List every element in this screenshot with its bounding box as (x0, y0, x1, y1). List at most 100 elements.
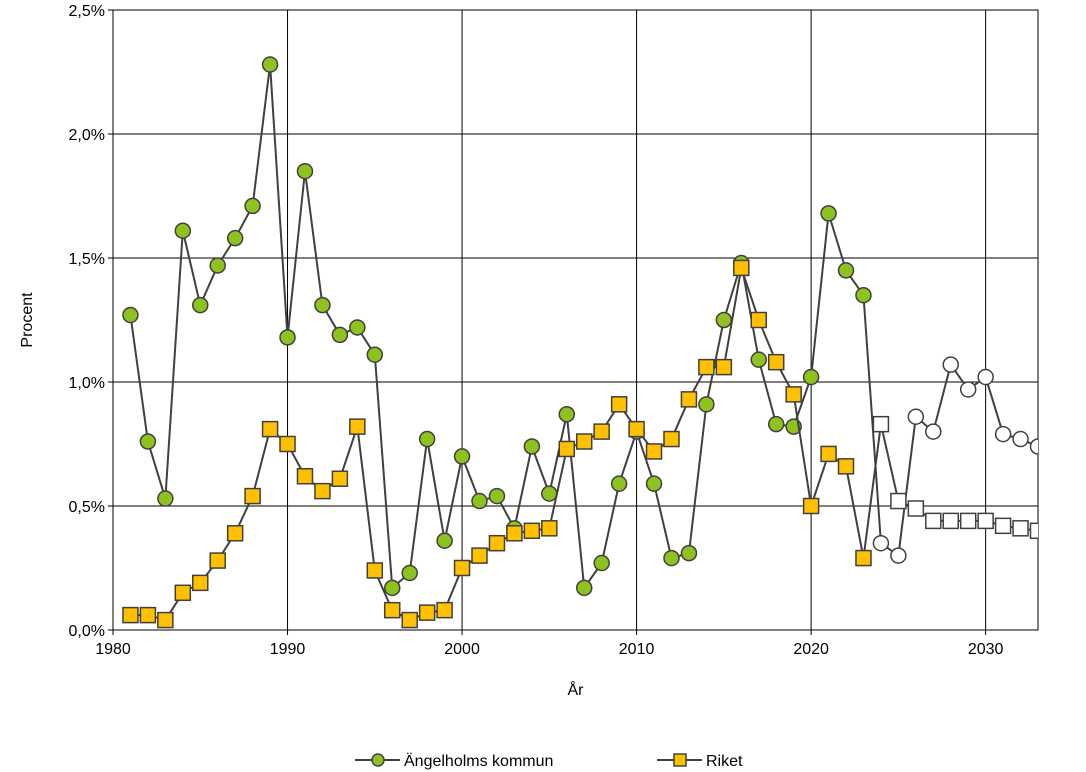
data-point (890, 492, 907, 510)
data-point (296, 162, 314, 180)
y-tick-label: 2,5% (69, 3, 105, 20)
data-point (436, 532, 453, 549)
data-point (575, 579, 593, 597)
data-point (959, 512, 977, 530)
data-point (820, 445, 837, 463)
data-point (925, 512, 942, 530)
series-line (129, 64, 1038, 591)
data-point (802, 368, 820, 386)
data-point (942, 356, 959, 373)
data-point (1012, 520, 1029, 537)
legend: Ängelholms kommun Riket (355, 752, 743, 770)
series-layer (122, 56, 1038, 629)
x-axis-ticks: 1980 1990 2000 2010 2020 2030 (95, 630, 1004, 658)
x-tick-label: 2020 (793, 641, 829, 658)
data-point (122, 606, 139, 624)
data-point (663, 549, 680, 567)
data-point (541, 485, 558, 502)
data-point (855, 286, 872, 304)
data-point (523, 438, 541, 455)
data-point (541, 520, 558, 537)
data-point (959, 381, 977, 398)
x-tick-label: 2000 (444, 641, 480, 658)
x-tick-label: 1980 (95, 641, 131, 658)
data-point (767, 353, 785, 371)
data-point (314, 296, 331, 314)
data-point (157, 611, 174, 629)
data-point (209, 552, 226, 569)
y-tick-label: 0,5% (69, 499, 105, 516)
data-point (331, 470, 349, 487)
data-point (174, 222, 192, 239)
data-point (698, 396, 715, 413)
data-point (680, 391, 698, 408)
y-tick-label: 2,0% (69, 127, 105, 144)
data-point (645, 475, 663, 492)
data-point (645, 443, 663, 460)
data-point (418, 430, 436, 448)
x-tick-label: 1990 (270, 641, 306, 658)
data-point (244, 487, 261, 505)
data-point (192, 574, 209, 592)
data-point (523, 522, 541, 540)
data-point (471, 492, 488, 510)
data-point (488, 534, 506, 552)
data-point (977, 368, 994, 386)
data-point (209, 257, 226, 274)
data-point (366, 346, 384, 363)
data-point (192, 296, 209, 314)
data-point (366, 562, 384, 579)
x-tick-label: 2010 (619, 641, 655, 658)
data-point (663, 430, 680, 448)
data-point (349, 418, 366, 435)
data-point (610, 396, 628, 413)
data-point (296, 467, 314, 485)
data-point (453, 448, 471, 465)
data-point (349, 319, 366, 336)
data-point (785, 386, 802, 403)
y-axis-label: Procent (19, 292, 36, 348)
data-point (157, 490, 174, 507)
y-tick-label: 1,0% (69, 375, 105, 392)
series-angelholm (122, 56, 1038, 597)
data-point (471, 547, 488, 564)
data-point (610, 475, 628, 492)
data-point (733, 259, 750, 277)
data-point (994, 425, 1012, 443)
data-point (1012, 430, 1029, 448)
data-point (750, 351, 768, 368)
data-point (925, 423, 942, 440)
data-point (331, 326, 349, 344)
data-point (244, 197, 261, 215)
data-point (802, 497, 820, 515)
data-point (314, 482, 331, 500)
data-point (994, 517, 1012, 535)
data-point (750, 311, 768, 329)
data-point (890, 547, 907, 564)
legend-item-riket: Riket (657, 753, 743, 770)
data-point (680, 544, 698, 562)
series-riket (122, 259, 1038, 629)
data-point (837, 458, 855, 475)
legend-square-marker (673, 753, 687, 767)
y-axis-ticks: 0,0% 0,5% 1,0% 1,5% 2,0% 2,5% (69, 3, 113, 640)
data-point (122, 306, 139, 324)
data-point (226, 229, 244, 247)
data-point (261, 420, 279, 438)
data-point (628, 420, 645, 438)
data-point (698, 358, 715, 376)
data-point (506, 525, 523, 542)
data-point (226, 525, 244, 542)
data-point (820, 205, 837, 222)
y-tick-label: 1,5% (69, 251, 105, 268)
data-point (488, 487, 506, 505)
data-point (872, 415, 890, 433)
data-point (1029, 522, 1038, 540)
data-point (715, 358, 733, 376)
data-point (279, 329, 296, 346)
legend-label-angelholm: Ängelholms kommun (404, 752, 553, 770)
x-tick-label: 2030 (968, 641, 1004, 658)
data-point (1029, 438, 1038, 455)
data-point (174, 584, 192, 602)
data-point (401, 564, 418, 582)
